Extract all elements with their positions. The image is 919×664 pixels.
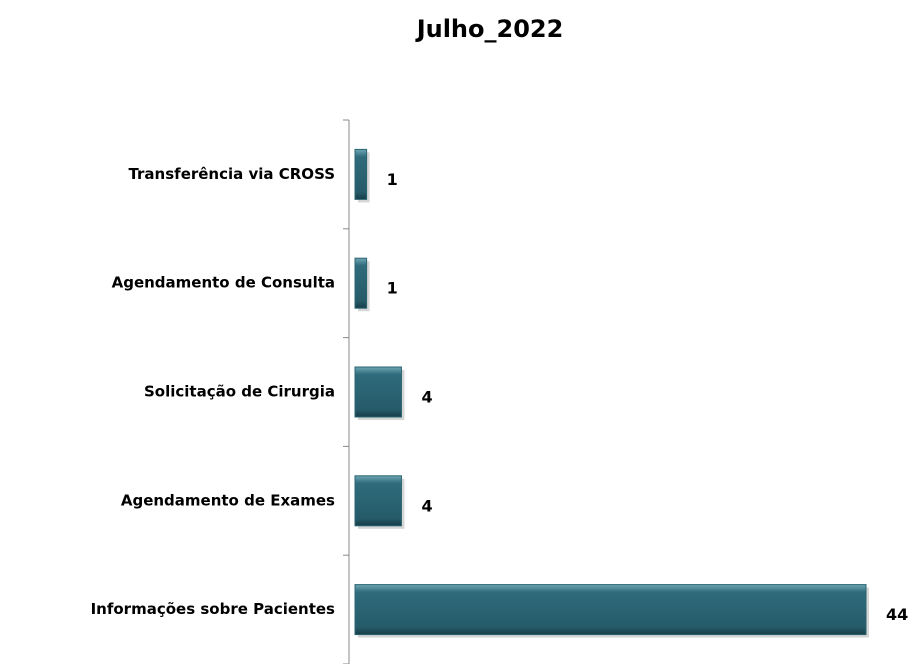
bar — [354, 148, 368, 200]
value-label: 1 — [387, 170, 398, 189]
y-tick-label: Agendamento de Consulta — [112, 274, 335, 292]
bar — [354, 366, 402, 418]
value-label: 4 — [421, 388, 432, 407]
chart-title: Julho_2022 — [415, 15, 564, 43]
y-tick-label: Solicitação de Cirurgia — [144, 383, 335, 401]
y-tick-label: Transferência via CROSS — [128, 165, 335, 183]
y-tick-label: Agendamento de Exames — [121, 491, 335, 509]
y-tick-label: Informações sobre Pacientes — [91, 600, 335, 618]
value-label: 4 — [421, 496, 432, 515]
bar — [354, 257, 368, 309]
bar — [354, 584, 867, 636]
value-label: 44 — [886, 605, 908, 624]
value-label: 1 — [387, 279, 398, 298]
bar — [354, 475, 402, 527]
